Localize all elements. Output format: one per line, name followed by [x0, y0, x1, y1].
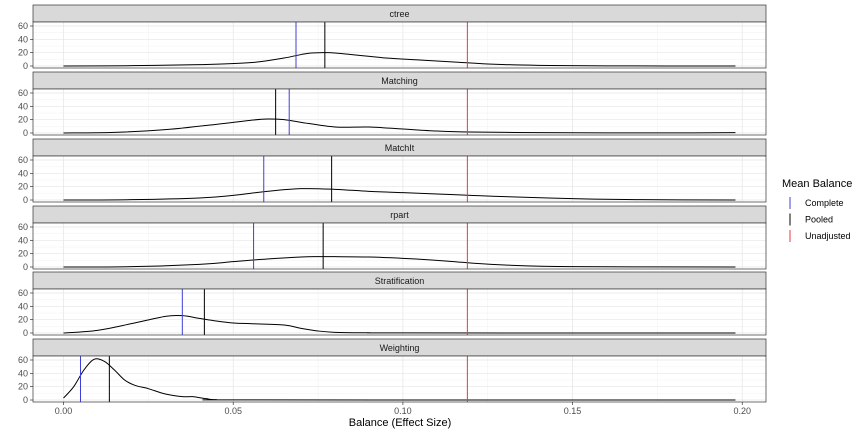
y-tick-label: 60 — [18, 288, 28, 298]
panel-weighting: Weighting 0 20 40 60 — [18, 338, 767, 405]
y-tick-label: 40 — [18, 34, 28, 44]
panel-background — [33, 89, 766, 135]
x-tick-label: 0.00 — [55, 406, 73, 416]
panel-background — [33, 356, 766, 402]
density-line — [63, 118, 736, 134]
y-tick-label: 0 — [23, 128, 28, 138]
x-tick-label: 0.05 — [224, 406, 242, 416]
x-axis-title: Balance (Effect Size) — [349, 417, 452, 429]
density-line — [63, 52, 736, 67]
panel-stratification: Stratification 0 20 40 60 — [18, 271, 767, 338]
legend-label-complete: Complete — [805, 198, 844, 208]
density-line — [63, 188, 736, 201]
y-tick-label: 40 — [18, 235, 28, 245]
y-tick-label: 0 — [23, 61, 28, 71]
panel-ctree: ctree 0 20 40 60 — [18, 4, 767, 71]
panel-background — [33, 223, 766, 269]
panel-border — [32, 21, 767, 69]
x-axis: 0.00 0.05 0.10 0.15 0.20 — [55, 402, 751, 416]
y-tick-label: 0 — [23, 395, 28, 405]
y-tick-label: 40 — [18, 101, 28, 111]
y-tick-label: 20 — [18, 249, 28, 259]
panel-border — [32, 155, 767, 203]
panel-border — [32, 222, 767, 270]
y-tick-label: 20 — [18, 48, 28, 58]
legend-label-pooled: Pooled — [805, 215, 833, 225]
facet-label: Weighting — [380, 343, 420, 353]
facet-label: Stratification — [375, 276, 425, 286]
density-line — [63, 256, 736, 268]
facet-label: ctree — [389, 9, 409, 19]
legend: Mean Balance Complete Pooled Unadjusted — [782, 178, 852, 242]
x-tick-label: 0.15 — [564, 406, 582, 416]
facet-label: Matching — [381, 76, 418, 86]
y-tick-label: 60 — [18, 355, 28, 365]
panels-layer: ctree 0 20 40 60 Matching 0 20 40 60 MatchIt 0 20 40 6… — [18, 4, 767, 405]
x-tick-label: 0.20 — [733, 406, 751, 416]
y-tick-label: 20 — [18, 382, 28, 392]
panel-background — [33, 22, 766, 68]
density-line — [63, 358, 736, 401]
panel-background — [33, 289, 766, 335]
legend-title: Mean Balance — [782, 178, 852, 190]
panel-rpart: rpart 0 20 40 60 — [18, 205, 767, 272]
panel-border — [32, 88, 767, 136]
y-tick-label: 20 — [18, 115, 28, 125]
panel-border — [32, 288, 767, 336]
panel-matching: Matching 0 20 40 60 — [18, 71, 767, 138]
panel-border — [32, 355, 767, 403]
y-tick-label: 60 — [18, 21, 28, 31]
y-tick-label: 40 — [18, 168, 28, 178]
y-tick-label: 0 — [23, 328, 28, 338]
density-line — [63, 314, 736, 334]
y-tick-label: 20 — [18, 182, 28, 192]
y-tick-label: 20 — [18, 315, 28, 325]
facet-label: MatchIt — [385, 143, 415, 153]
legend-label-unadjusted: Unadjusted — [805, 231, 851, 241]
y-tick-label: 40 — [18, 301, 28, 311]
x-tick-label: 0.10 — [394, 406, 412, 416]
y-tick-label: 60 — [18, 222, 28, 232]
y-tick-label: 60 — [18, 88, 28, 98]
y-tick-label: 0 — [23, 195, 28, 205]
y-tick-label: 40 — [18, 368, 28, 378]
facet-label: rpart — [390, 210, 409, 220]
panel-background — [33, 156, 766, 202]
panel-matchit: MatchIt 0 20 40 60 — [18, 138, 767, 205]
y-tick-label: 0 — [23, 262, 28, 272]
y-tick-label: 60 — [18, 155, 28, 165]
